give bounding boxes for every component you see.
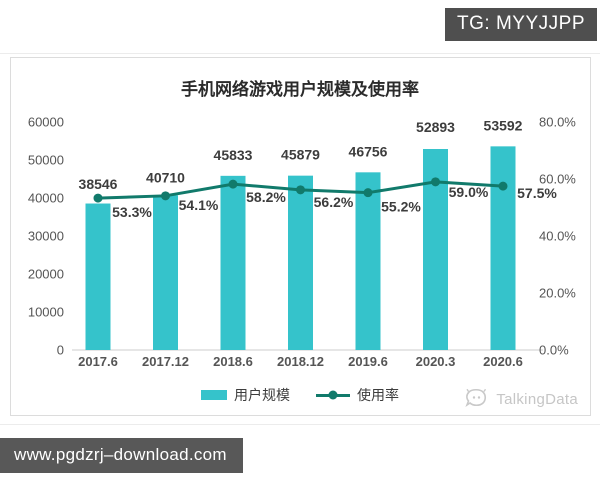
bar [288, 175, 313, 350]
legend-item-users: 用户规模 [201, 385, 290, 405]
divider-bottom [0, 424, 600, 425]
value-label: 53592 [484, 117, 523, 133]
bar-swatch-icon [201, 390, 227, 400]
legend-item-rate: 使用率 [316, 385, 399, 405]
value-label: 45833 [214, 147, 253, 163]
percent-label: 54.1% [179, 197, 219, 213]
category-label: 2017.6 [78, 354, 118, 369]
right-axis-tick-label: 40.0% [539, 229, 576, 244]
category-label: 2020.6 [483, 354, 523, 369]
left-axis-tick-label: 30000 [28, 229, 64, 244]
speech-bubble-icon [465, 388, 487, 408]
data-point [93, 193, 103, 203]
right-axis-tick-label: 20.0% [539, 286, 576, 301]
divider-top [0, 53, 600, 54]
percent-label: 58.2% [246, 189, 286, 205]
data-point [498, 181, 508, 191]
legend: 用户规模 使用率 [0, 386, 600, 404]
value-label: 46756 [349, 143, 388, 159]
watermark-badge: www.pgdzrj–download.com [0, 438, 243, 473]
percent-label: 57.5% [517, 185, 557, 201]
logo-text: TalkingData [496, 390, 578, 408]
legend-label-users: 用户规模 [234, 387, 290, 403]
category-label: 2017.12 [142, 354, 189, 369]
value-label: 40710 [146, 169, 185, 185]
left-axis-tick-label: 10000 [28, 305, 64, 320]
left-axis-tick-label: 60000 [28, 115, 64, 130]
left-axis-tick-label: 0 [57, 343, 64, 358]
bar [220, 175, 246, 350]
value-label: 52893 [416, 119, 455, 135]
data-point [161, 191, 170, 201]
bar [85, 203, 111, 350]
bar [355, 172, 381, 350]
data-point [228, 179, 238, 189]
chart-title: 手机网络游戏用户规模及使用率 [181, 80, 419, 99]
right-axis-tick-label: 80.0% [539, 115, 576, 130]
bar [490, 146, 516, 350]
data-point [296, 185, 305, 195]
percent-label: 56.2% [314, 194, 354, 210]
right-axis-tick-label: 60.0% [539, 172, 576, 187]
legend-label-rate: 使用率 [357, 387, 399, 403]
category-label: 2020.3 [416, 354, 456, 369]
left-axis-tick-label: 40000 [28, 191, 64, 206]
category-label: 2019.6 [348, 354, 388, 369]
category-label: 2018.6 [213, 354, 253, 369]
talkingdata-logo: TalkingData [464, 388, 578, 410]
percent-label: 59.0% [449, 184, 489, 200]
right-axis-tick-label: 0.0% [539, 343, 569, 358]
tg-badge: TG: MYYJJPP [445, 8, 597, 41]
percent-label: 55.2% [381, 199, 421, 215]
value-label: 38546 [79, 176, 118, 192]
data-point [363, 188, 373, 198]
chart-plot: 0 10000 20000 30000 40000 50000 60000 0.0% 20.0%… [28, 115, 576, 370]
left-axis-tick-label: 20000 [28, 267, 64, 282]
data-point [431, 177, 440, 187]
left-axis-tick-label: 50000 [28, 153, 64, 168]
percent-label: 53.3% [112, 204, 152, 220]
category-label: 2018.12 [277, 354, 324, 369]
line-swatch-icon [316, 390, 350, 400]
value-label: 45879 [281, 147, 320, 163]
bar [153, 195, 178, 350]
